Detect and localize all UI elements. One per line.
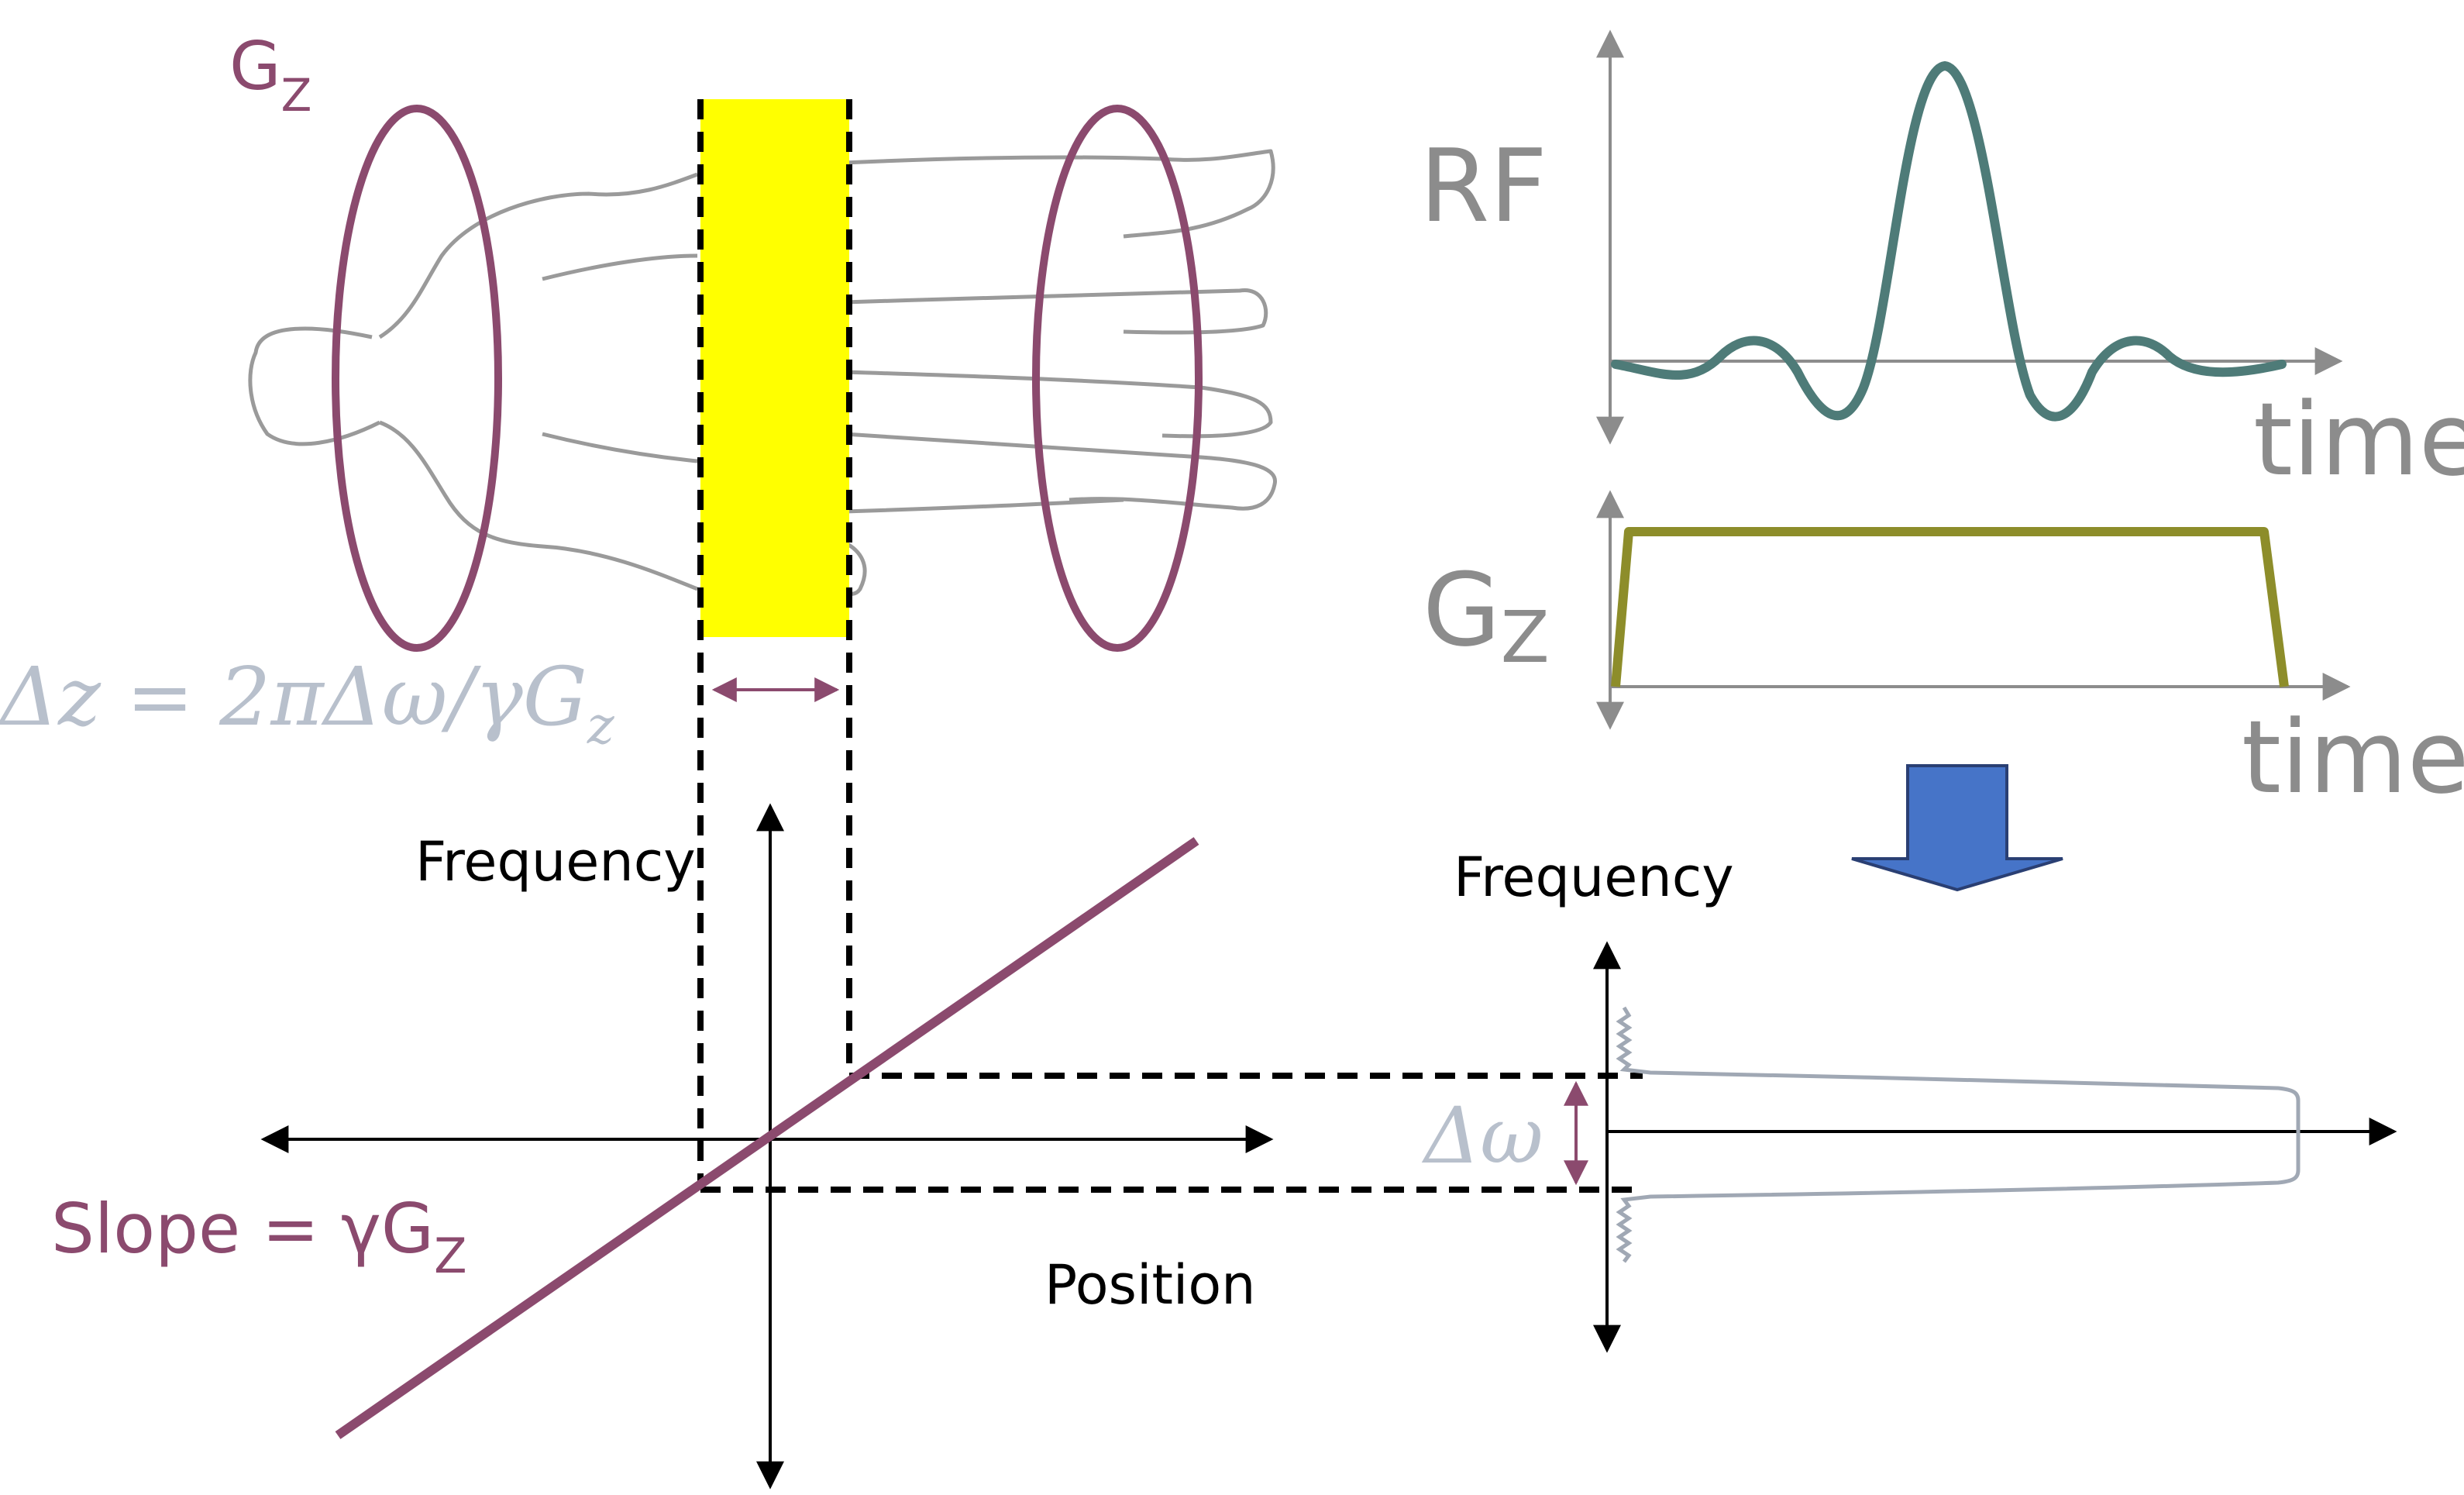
frequency-position-plot: Frequency Position Slope = γGZ	[51, 803, 1274, 1490]
left-gradient-coil	[332, 105, 502, 652]
gz-gradient-plot: GZ time	[1423, 490, 2464, 816]
rect-spectrum-profile	[1616, 1006, 2301, 1263]
body-outline	[248, 149, 1278, 596]
gz-axis-label: GZ	[1423, 551, 1550, 679]
gradient-slope-line	[335, 837, 1199, 1439]
slope-label: Slope = γGZ	[51, 1189, 467, 1284]
coil-gz-label: GZ	[229, 28, 311, 122]
selected-slice	[700, 99, 849, 637]
rf-axis-label: RF	[1420, 127, 1547, 245]
rf-frequency-spectrum-plot: Δω Frequency	[1421, 846, 2397, 1353]
rf-sinc-waveform	[1611, 60, 2287, 422]
rf-pulse-plot: RF time	[1420, 29, 2464, 498]
rf-time-label: time	[2253, 381, 2464, 498]
gz-trapezoid-waveform	[1611, 527, 2289, 687]
right-gradient-coil	[1032, 105, 1203, 652]
slice-boundary-lines	[697, 99, 1643, 1193]
position-label: Position	[1044, 1253, 1256, 1317]
delta-omega-label: Δω	[1421, 1090, 1543, 1181]
slice-thickness-formula: Δz = 2πΔω/γGz	[0, 649, 615, 756]
right-frequency-label: Frequency	[1454, 846, 1734, 909]
gz-time-label: time	[2242, 698, 2464, 816]
left-frequency-label: Frequency	[415, 830, 696, 894]
down-arrow-icon	[1851, 764, 2063, 892]
